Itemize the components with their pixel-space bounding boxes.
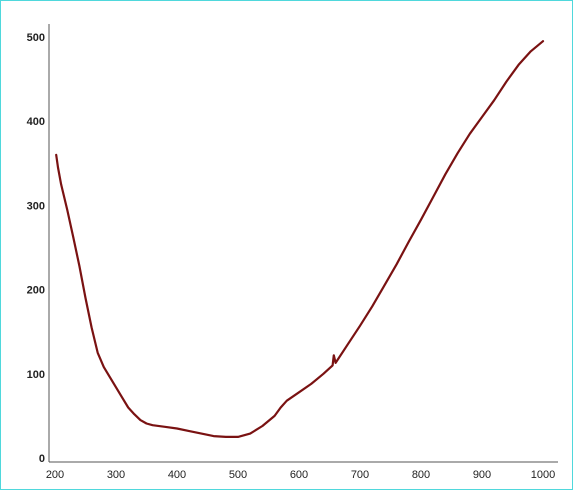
x-tick-label: 600: [290, 469, 308, 481]
y-tick-label: 0: [39, 453, 45, 465]
x-tick-label: 800: [412, 469, 430, 481]
x-tick-label: 400: [168, 469, 186, 481]
y-tick-label: 500: [27, 32, 45, 44]
y-tick-label: 400: [27, 116, 45, 128]
x-tick-label: 1000: [531, 469, 555, 481]
y-axis-ticks: 0 100 200 300 400 500: [27, 32, 45, 465]
x-axis-ticks: 200 300 400 500 600 700 800 900 1000: [46, 469, 555, 481]
y-tick-label: 200: [27, 285, 45, 297]
x-tick-label: 900: [473, 469, 491, 481]
series-layer: [55, 40, 545, 438]
x-tick-label: 300: [107, 469, 125, 481]
x-tick-label: 700: [351, 469, 369, 481]
y-tick-label: 300: [27, 200, 45, 212]
x-tick-label: 500: [229, 469, 247, 481]
x-tick-label: 200: [46, 469, 64, 481]
series-line: [55, 40, 545, 438]
y-tick-label: 100: [27, 369, 45, 381]
